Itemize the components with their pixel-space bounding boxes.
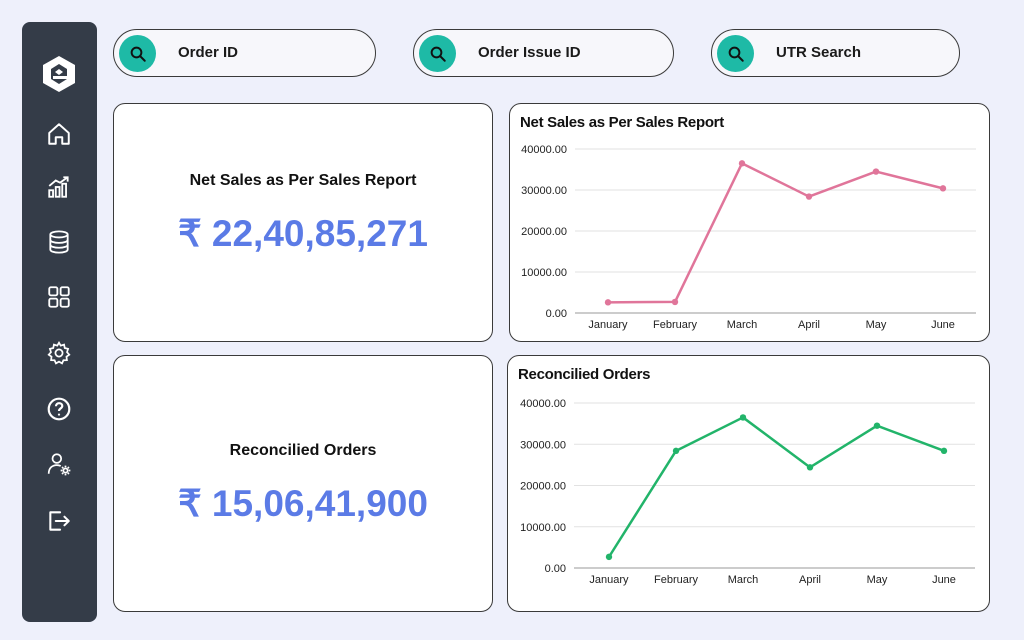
- data-point[interactable]: [671, 298, 679, 306]
- reconciled-orders-title: Reconcilied Orders: [229, 442, 377, 459]
- y-tick-label: 30000.00: [521, 185, 567, 197]
- app-logo[interactable]: [39, 54, 79, 94]
- x-tick-label: March: [727, 319, 758, 331]
- search-button[interactable]: [717, 35, 754, 72]
- net-sales-card: Net Sales as Per Sales Report ₹ 22,40,85…: [113, 103, 493, 342]
- y-tick-label: 40000.00: [521, 144, 567, 156]
- reconciled-orders-card: Reconcilied Orders ₹ 15,06,41,900: [113, 355, 493, 612]
- sidebar: [22, 22, 97, 622]
- y-tick-label: 20000.00: [520, 481, 566, 493]
- net-sales-value: ₹ 22,40,85,271: [178, 213, 428, 254]
- reconciled-orders-chart-card: Reconcilied Orders 0.00 10000.00 20000.00 3…: [507, 355, 990, 612]
- chart-title: Net Sales as Per Sales Report: [520, 114, 724, 131]
- x-tick-label: April: [798, 319, 820, 331]
- grid-icon: [48, 286, 70, 308]
- y-tick-label: 10000.00: [520, 522, 566, 534]
- net-sales-line-chart: 0.00 10000.00 20000.00 30000.00 40000.00 Janu…: [521, 144, 976, 331]
- x-tick-label: February: [654, 574, 699, 586]
- reconciled-orders-line-chart: 0.00 10000.00 20000.00 30000.00 40000.00 Janu…: [520, 398, 975, 586]
- gear-icon: [47, 341, 71, 365]
- search-icon: [728, 46, 744, 62]
- user-settings-icon: [47, 453, 71, 476]
- data-point[interactable]: [806, 464, 814, 471]
- y-tick-label: 10000.00: [521, 267, 567, 279]
- x-tick-label: June: [931, 319, 955, 331]
- search-label: UTR Search: [776, 44, 862, 61]
- x-tick-label: February: [653, 319, 698, 331]
- search-icon: [430, 46, 446, 62]
- data-point[interactable]: [604, 299, 612, 306]
- y-tick-label: 0.00: [545, 563, 566, 575]
- utr-search[interactable]: UTR Search: [711, 29, 960, 77]
- y-tick-label: 30000.00: [520, 439, 566, 451]
- home-icon: [48, 123, 70, 145]
- help-icon: [47, 397, 71, 421]
- series-line: [607, 416, 945, 558]
- search-label: Order Issue ID: [478, 44, 581, 61]
- sidebar-item-user-settings[interactable]: [42, 447, 76, 481]
- x-tick-label: May: [866, 319, 887, 331]
- x-tick-label: March: [728, 574, 759, 586]
- x-tick-label: April: [799, 574, 821, 586]
- logout-icon: [49, 511, 70, 531]
- data-point[interactable]: [805, 193, 813, 200]
- data-point[interactable]: [873, 422, 881, 429]
- logo-icon: [43, 56, 75, 92]
- order-id-search[interactable]: Order ID: [113, 29, 376, 77]
- search-button[interactable]: [419, 35, 456, 72]
- net-sales-title: Net Sales as Per Sales Report: [189, 172, 417, 189]
- sidebar-item-database[interactable]: [42, 225, 76, 259]
- y-tick-label: 0.00: [546, 308, 567, 320]
- sidebar-item-logout[interactable]: [42, 504, 76, 538]
- y-tick-label: 40000.00: [520, 398, 566, 410]
- chart-title: Reconcilied Orders: [518, 366, 651, 383]
- data-point[interactable]: [940, 447, 948, 455]
- data-point[interactable]: [672, 447, 680, 455]
- series-line: [607, 162, 944, 304]
- x-tick-label: June: [932, 574, 956, 586]
- x-tick-label: January: [589, 574, 629, 586]
- x-tick-label: May: [867, 574, 888, 586]
- analytics-icon: [48, 176, 69, 198]
- search-icon: [130, 46, 146, 62]
- reconciled-orders-value: ₹ 15,06,41,900: [178, 483, 428, 524]
- y-tick-label: 20000.00: [521, 226, 567, 238]
- sidebar-item-settings[interactable]: [42, 336, 76, 370]
- data-point[interactable]: [872, 168, 880, 175]
- order-issue-id-search[interactable]: Order Issue ID: [413, 29, 674, 77]
- database-icon: [49, 230, 69, 254]
- data-point[interactable]: [739, 414, 747, 421]
- search-button[interactable]: [119, 35, 156, 72]
- sidebar-item-home[interactable]: [42, 117, 76, 151]
- data-point[interactable]: [939, 185, 947, 192]
- data-point[interactable]: [605, 553, 613, 561]
- search-label: Order ID: [178, 44, 239, 61]
- sidebar-item-help[interactable]: [42, 392, 76, 426]
- net-sales-chart-card: Net Sales as Per Sales Report 0.00 10000.…: [509, 103, 990, 342]
- sidebar-item-analytics[interactable]: [42, 170, 76, 204]
- x-tick-label: January: [588, 319, 628, 331]
- sidebar-item-dashboard[interactable]: [42, 280, 76, 314]
- data-point[interactable]: [738, 160, 746, 167]
